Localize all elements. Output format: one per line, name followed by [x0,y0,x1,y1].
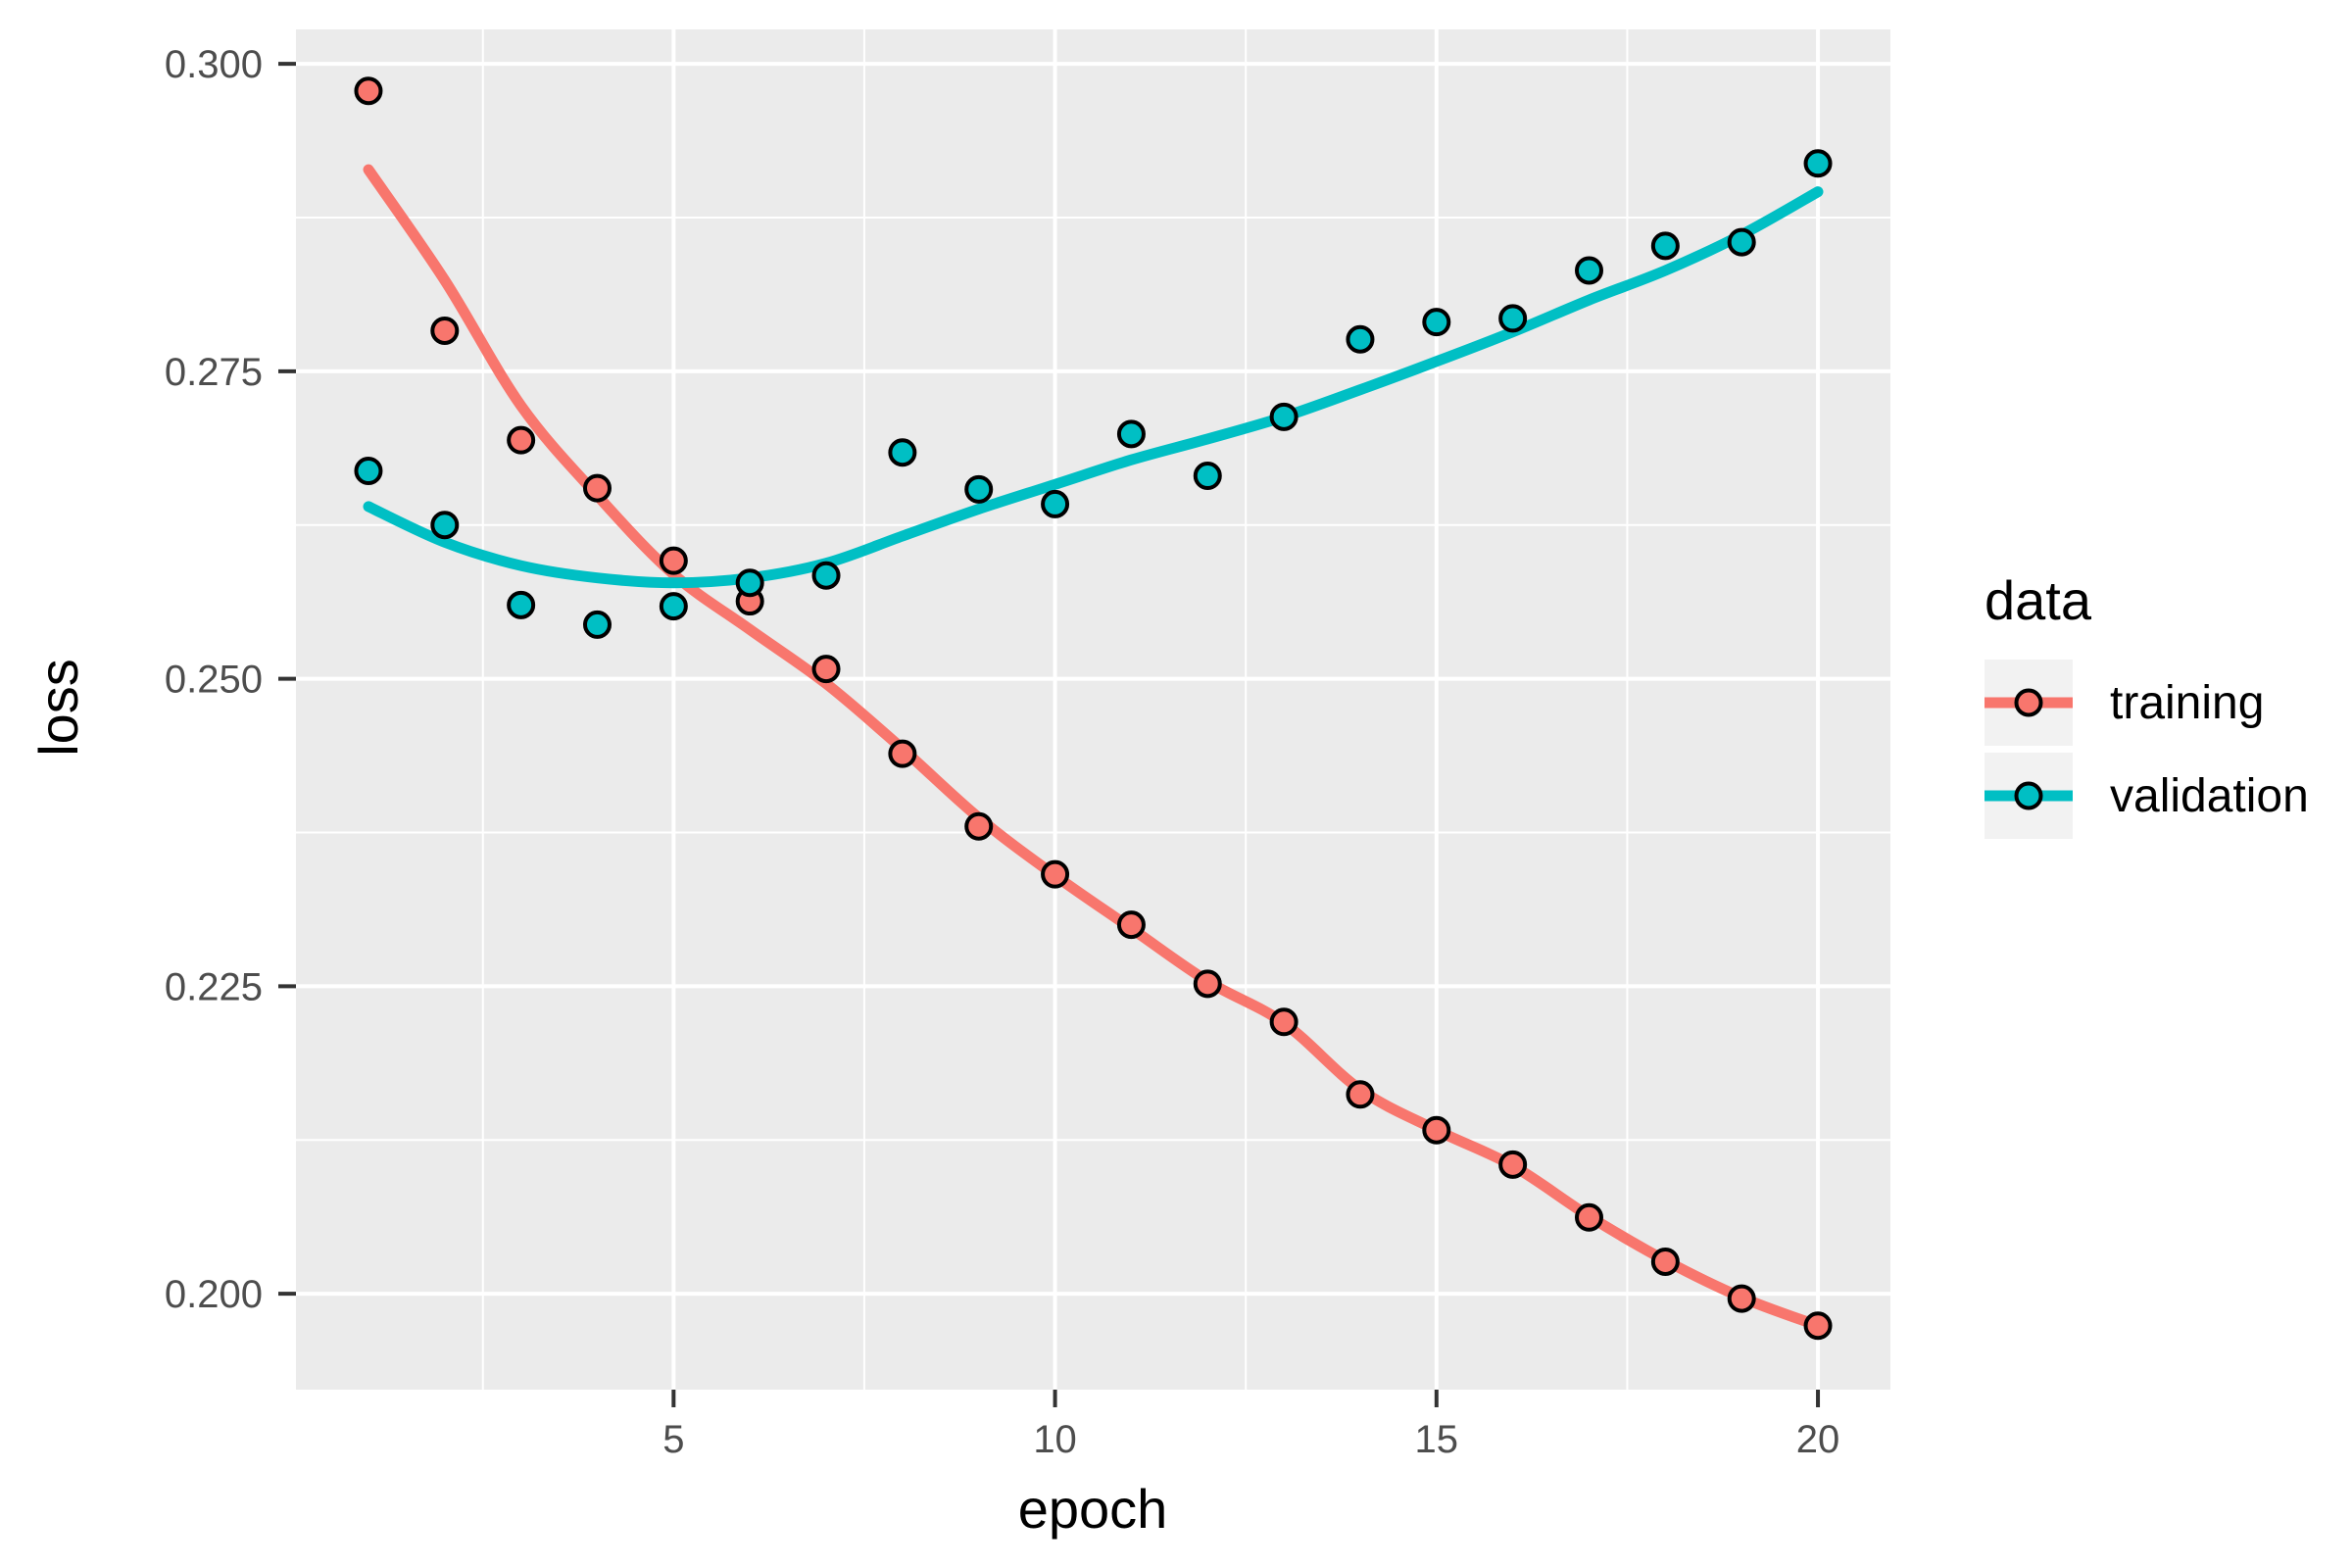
legend-item-validation: validation [1984,753,2347,839]
training-point [1575,1202,1604,1232]
validation-point [1650,231,1680,261]
validation-point [811,561,841,590]
training-point [354,76,383,106]
training-point [507,425,536,455]
validation-point [964,474,994,504]
validation-point [1498,304,1528,333]
training-key-graphic [1984,688,2073,717]
validation-key-swatch [1984,753,2073,839]
training-point [1422,1115,1451,1145]
legend-item-training: training [1984,660,2347,746]
training-point [1193,969,1222,999]
y-tick-label: 0.225 [165,965,263,1008]
x-tick-label: 20 [1796,1418,1840,1461]
validation-point [1193,462,1222,491]
panel-background [296,29,1890,1390]
training-key-point [2014,688,2043,717]
validation-point [1803,149,1833,178]
legend-label-validation: validation [2110,769,2309,822]
y-tick-label: 0.275 [165,351,263,394]
training-key-swatch [1984,660,2073,746]
validation-point [1575,256,1604,285]
y-tick-label: 0.250 [165,659,263,702]
legend-label-training: training [2110,676,2265,729]
validation-point [659,592,688,621]
validation-point [1346,324,1375,354]
training-point [430,316,460,345]
x-axis-title: epoch [1017,1478,1168,1540]
training-point [1346,1080,1375,1109]
training-point [1498,1150,1528,1179]
training-point [1803,1311,1833,1341]
training-point [811,655,841,684]
training-point [1269,1007,1298,1037]
validation-point [735,568,764,598]
validation-point [1422,308,1451,337]
validation-point [507,590,536,619]
training-point [1116,910,1146,940]
training-point [1650,1247,1680,1276]
validation-point [1269,402,1298,431]
training-point [659,546,688,575]
validation-key-graphic [1984,781,2073,810]
x-tick-label: 5 [662,1418,684,1461]
validation-smooth-line [363,186,1824,589]
training-point [1727,1284,1756,1313]
y-axis-title: loss [27,659,89,757]
x-tick-label: 15 [1415,1418,1459,1461]
validation-key-point [2014,781,2043,810]
training-point [582,473,612,503]
validation-point [888,438,917,467]
y-tick-label: 0.300 [165,43,263,86]
validation-point [430,511,460,540]
training-point [964,811,994,841]
validation-point [354,457,383,486]
validation-point [1116,419,1146,449]
validation-point [1041,489,1070,518]
legend: data training validation [1984,573,2347,846]
x-tick-label: 10 [1033,1418,1077,1461]
y-tick-label: 0.200 [165,1273,263,1316]
training-point [1041,859,1070,889]
validation-point [1727,227,1756,257]
training-point [888,739,917,768]
validation-point [582,610,612,639]
legend-title: data [1984,569,2091,631]
